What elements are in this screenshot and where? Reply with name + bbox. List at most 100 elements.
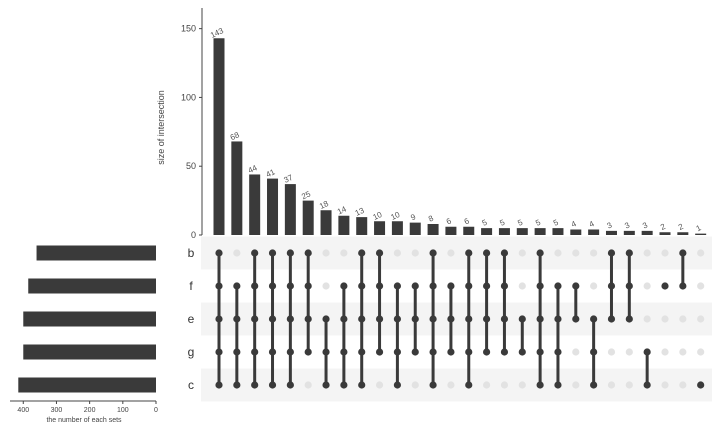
matrix-dot-inactive <box>697 249 705 257</box>
intersection-bar <box>588 229 600 235</box>
matrix-dot-inactive <box>304 381 312 389</box>
matrix-dot-active <box>375 348 384 356</box>
intersection-value-label: 68 <box>229 130 241 142</box>
matrix-dot-active <box>304 249 312 257</box>
intersection-value-label: 10 <box>372 210 384 222</box>
matrix-dot-active <box>643 381 651 389</box>
matrix-dot-active <box>251 249 259 257</box>
matrix-dot-inactive <box>643 315 651 323</box>
matrix-dot-active <box>483 249 491 257</box>
matrix-dot-active <box>590 315 598 323</box>
set-size-axis-label: the number of each sets <box>46 417 122 424</box>
intersection-bar <box>284 184 296 235</box>
matrix-stripe <box>201 236 712 270</box>
set-label: g <box>188 345 195 359</box>
matrix-dot-active <box>322 381 330 389</box>
matrix-dot-active <box>554 282 562 290</box>
matrix-dot-inactive <box>233 249 241 257</box>
matrix-dot-active <box>215 249 223 257</box>
matrix-dot-inactive <box>590 249 598 257</box>
set-size-bar <box>18 377 156 393</box>
matrix-dot-inactive <box>572 381 580 389</box>
intersection-bar <box>231 141 243 235</box>
matrix-dot-active <box>607 315 616 323</box>
matrix-dot-active <box>233 381 241 389</box>
matrix-dot-active <box>286 282 294 290</box>
matrix-dot-active <box>447 348 455 356</box>
matrix-dot-active <box>268 348 277 356</box>
matrix-dot-active <box>429 249 437 257</box>
matrix-dot-inactive <box>697 282 705 290</box>
intersection-bar <box>516 228 528 235</box>
intersection-bar <box>605 230 617 235</box>
intersection-value-label: 6 <box>445 216 453 226</box>
intersection-bar <box>552 228 564 235</box>
matrix-dot-inactive <box>411 249 419 257</box>
intersection-value-label: 10 <box>389 210 401 222</box>
matrix-dot-active <box>340 315 348 323</box>
y-tick-label: 50 <box>186 161 196 171</box>
matrix-dot-active <box>625 315 633 323</box>
y-tick-label: 0 <box>191 230 196 240</box>
matrix-dot-active <box>429 315 437 323</box>
matrix-dot-inactive <box>393 249 401 257</box>
matrix-dot-inactive <box>679 348 687 356</box>
matrix-dot-active <box>268 381 277 389</box>
matrix-dot-active <box>322 348 330 356</box>
matrix-dot-active <box>429 381 437 389</box>
intersection-value-label: 5 <box>498 218 506 228</box>
matrix-dot-inactive <box>643 249 651 257</box>
matrix-dot-active <box>465 282 473 290</box>
matrix-dot-active <box>304 282 312 290</box>
matrix-dot-inactive <box>607 348 616 356</box>
matrix-dot-active <box>518 315 526 323</box>
matrix-dot-active <box>215 348 223 356</box>
matrix-dot-active <box>536 381 544 389</box>
y-tick-label: 150 <box>181 24 196 34</box>
matrix-dot-active <box>536 315 544 323</box>
matrix-dot-active <box>358 381 366 389</box>
intersection-value-label: 6 <box>463 216 471 226</box>
set-size-bar <box>23 344 156 360</box>
matrix-dot-active <box>411 282 419 290</box>
matrix-dot-active <box>465 381 473 389</box>
matrix-dot-active <box>411 348 419 356</box>
matrix-dot-active <box>215 282 223 290</box>
matrix-dot-active <box>322 315 330 323</box>
matrix-stripe <box>201 302 712 336</box>
intersection-bar <box>374 221 386 235</box>
matrix-dot-active <box>393 348 401 356</box>
matrix-dot-inactive <box>518 282 526 290</box>
intersection-value-label: 13 <box>354 206 366 218</box>
set-size-tick-label: 400 <box>17 407 29 414</box>
set-label: e <box>188 312 195 326</box>
matrix-dot-active <box>340 381 348 389</box>
matrix-dot-inactive <box>483 381 491 389</box>
intersection-bar <box>659 232 671 235</box>
set-label: f <box>189 279 193 293</box>
matrix-dot-inactive <box>661 381 669 389</box>
matrix-dot-active <box>465 315 473 323</box>
intersection-bar <box>302 200 314 235</box>
set-size-bar <box>36 245 156 261</box>
matrix-dot-active <box>536 282 544 290</box>
matrix-dot-inactive <box>661 348 669 356</box>
matrix-dot-active <box>607 282 616 290</box>
matrix-dot-active <box>447 282 455 290</box>
matrix-dot-active <box>411 315 419 323</box>
matrix-dot-active <box>215 381 223 389</box>
matrix-dot-inactive <box>572 249 580 257</box>
intersection-bar <box>213 38 225 236</box>
matrix-dot-active <box>251 381 259 389</box>
matrix-dot-inactive <box>322 249 330 257</box>
intersection-value-label: 2 <box>677 222 685 232</box>
matrix-dot-active <box>340 348 348 356</box>
matrix-dot-active <box>286 381 294 389</box>
matrix-dot-active <box>625 249 633 257</box>
matrix-dot-inactive <box>375 381 384 389</box>
matrix-dot-active <box>233 315 241 323</box>
matrix-dot-active <box>233 348 241 356</box>
intersection-value-label: 3 <box>641 220 649 230</box>
matrix-dot-inactive <box>340 249 348 257</box>
intersection-bar <box>463 226 475 235</box>
